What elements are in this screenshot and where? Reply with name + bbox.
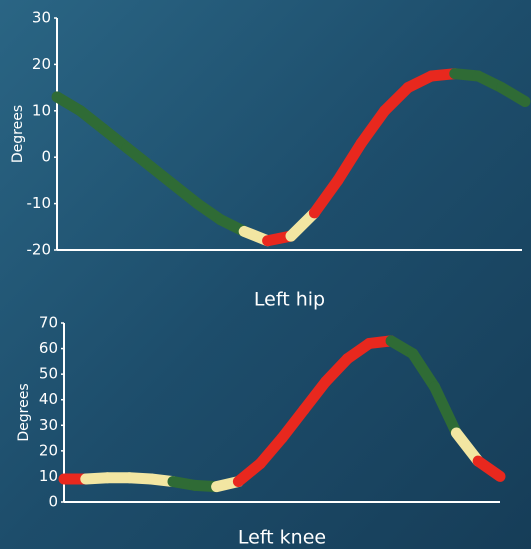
y-tick-label: 60 — [39, 339, 58, 357]
y-axis-title: Degrees — [16, 383, 32, 441]
y-tick-label: 10 — [32, 101, 51, 119]
page: {"chart_data": [ {"type": "line", "title… — [0, 0, 531, 549]
background — [0, 0, 531, 549]
chart-title: Left knee — [238, 527, 326, 549]
y-tick-label: 50 — [39, 365, 58, 383]
y-tick-label: 10 — [39, 467, 58, 485]
chart-title: Left hip — [254, 289, 325, 311]
y-tick-label: -20 — [27, 241, 52, 259]
y-tick-label: 20 — [32, 55, 51, 73]
y-tick-label: 30 — [39, 416, 58, 434]
y-tick-label: 0 — [41, 148, 51, 166]
y-tick-label: -10 — [27, 194, 52, 212]
y-tick-label: 40 — [39, 390, 58, 408]
y-tick-label: 30 — [32, 9, 51, 27]
y-tick-label: 20 — [39, 441, 58, 459]
y-axis-title: Degrees — [10, 105, 26, 163]
y-tick-label: 0 — [48, 493, 58, 511]
screen: -20 -10 0 10 20 30 Degrees Left hip 0 10 20 30 40 50 6… — [0, 0, 531, 549]
y-tick-label: 70 — [39, 314, 58, 332]
